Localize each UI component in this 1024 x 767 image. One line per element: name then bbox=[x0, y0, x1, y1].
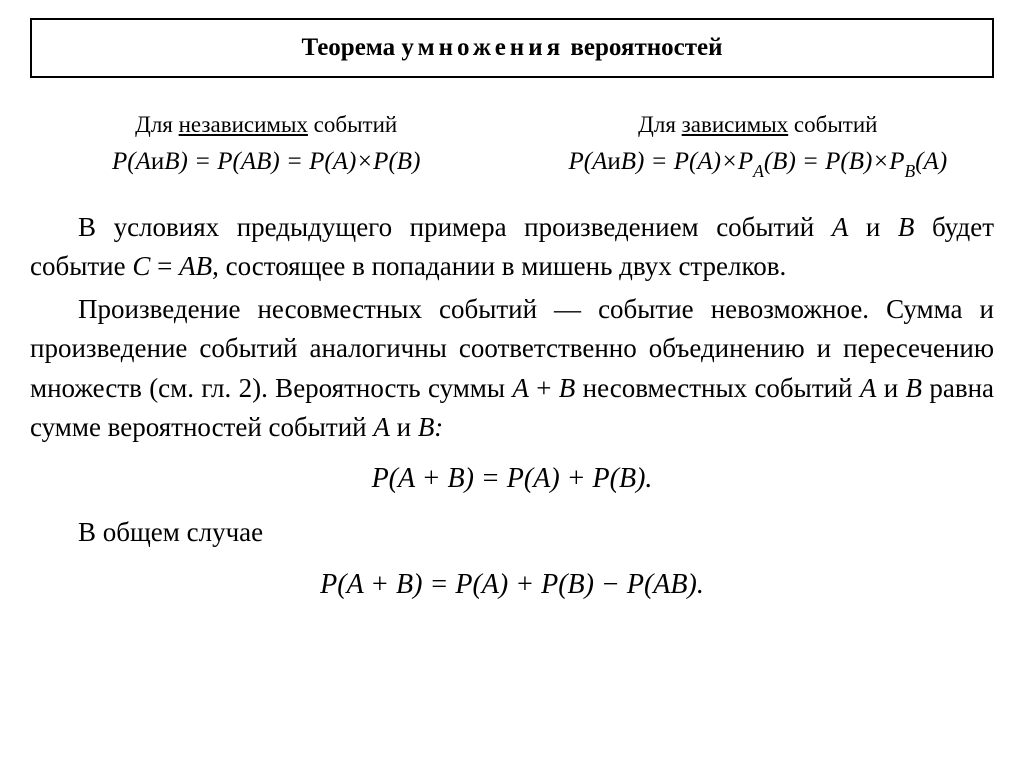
paragraph-2: Произведение несовместных событий — собы… bbox=[30, 290, 994, 447]
sum-formula: P(A + B) = P(A) + P(B). bbox=[30, 459, 994, 500]
indep-head-ul: независимых bbox=[179, 112, 308, 137]
title-suffix: вероятностей bbox=[564, 34, 722, 61]
general-formula: P(A + B) = P(A) + P(B) − P(AB). bbox=[30, 565, 994, 606]
column-independent: Для независимых событий P(AиB) = P(AB) =… bbox=[30, 112, 502, 180]
paragraph-1: В условиях предыдущего примера произведе… bbox=[30, 208, 994, 286]
dep-head-ul: зависимых bbox=[682, 112, 789, 137]
independent-heading: Для независимых событий bbox=[30, 112, 502, 138]
title-spaced: умножения bbox=[401, 34, 564, 61]
indep-head-suffix: событий bbox=[308, 112, 397, 137]
dependent-heading: Для зависимых событий bbox=[522, 112, 994, 138]
indep-head-prefix: Для bbox=[135, 112, 179, 137]
dep-head-prefix: Для bbox=[638, 112, 682, 137]
two-columns: Для независимых событий P(AиB) = P(AB) =… bbox=[30, 112, 994, 180]
theorem-title-box: Теорема умножения вероятностей bbox=[30, 18, 994, 78]
column-dependent: Для зависимых событий P(AиB) = P(A)×PA(B… bbox=[522, 112, 994, 180]
page: Теорема умножения вероятностей Для незав… bbox=[0, 0, 1024, 605]
dependent-formula: P(AиB) = P(A)×PA(B) = P(B)×PB(A) bbox=[522, 148, 994, 180]
independent-formula: P(AиB) = P(AB) = P(A)×P(B) bbox=[30, 148, 502, 176]
paragraph-3: В общем случае bbox=[30, 513, 994, 552]
title-prefix: Теорема bbox=[301, 34, 401, 61]
body-text: В условиях предыдущего примера произведе… bbox=[30, 208, 994, 605]
dep-head-suffix: событий bbox=[788, 112, 877, 137]
